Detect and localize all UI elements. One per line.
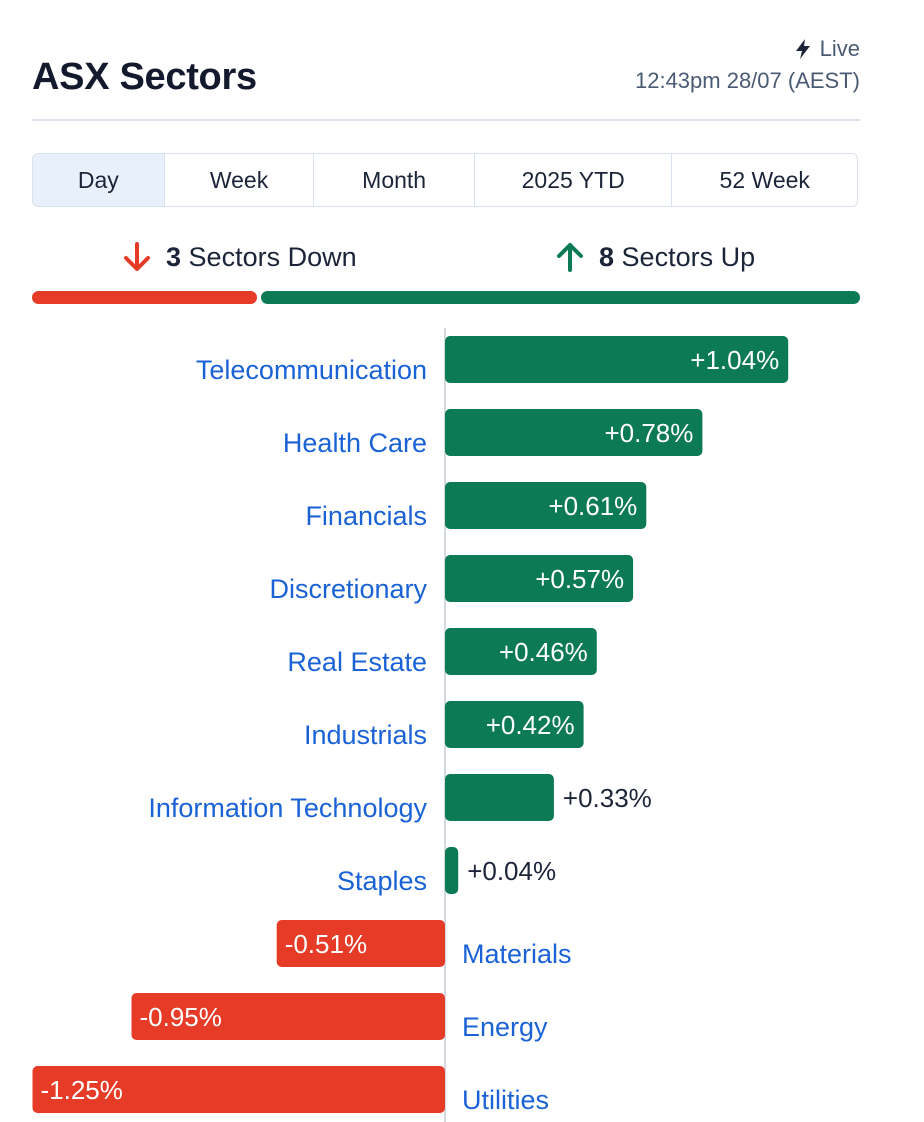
- tab-2025-ytd[interactable]: 2025 YTD: [475, 154, 673, 206]
- label-health-care[interactable]: Health Care: [283, 428, 427, 458]
- value-label-energy: -0.95%: [140, 1002, 222, 1032]
- tab-month[interactable]: Month: [314, 154, 475, 206]
- value-label-utilities: -1.25%: [41, 1075, 123, 1105]
- value-label-discretionary: +0.57%: [535, 564, 624, 594]
- sectors-up-label: Sectors Up: [621, 241, 756, 272]
- value-label-industrials: +0.42%: [486, 710, 575, 740]
- label-real-estate[interactable]: Real Estate: [287, 647, 427, 677]
- sectors-down-summary: 3 Sectors Down: [120, 240, 357, 274]
- label-telecommunication[interactable]: Telecommunication: [196, 355, 427, 385]
- bar-information-technology[interactable]: [445, 774, 554, 821]
- value-label-health-care: +0.78%: [604, 418, 693, 448]
- label-staples[interactable]: Staples: [337, 866, 427, 896]
- bar-telecommunication[interactable]: [445, 336, 789, 383]
- bar-utilities[interactable]: [32, 1066, 446, 1113]
- value-label-information-technology: +0.33%: [563, 783, 652, 813]
- tab-52-week[interactable]: 52 Week: [719, 166, 810, 193]
- header-divider: [32, 119, 860, 121]
- lightning-icon: [795, 39, 810, 59]
- bar-industrials[interactable]: [445, 701, 584, 748]
- tab-week[interactable]: Week: [165, 154, 315, 206]
- page-title: ASX Sectors: [32, 56, 257, 98]
- sector-split-bar: [32, 291, 860, 304]
- value-label-materials: -0.51%: [285, 929, 367, 959]
- sectors-down-count: 3: [166, 241, 182, 272]
- arrow-down-icon: [124, 242, 150, 271]
- bar-financials[interactable]: [445, 482, 647, 529]
- bar-real-estate[interactable]: [445, 628, 597, 675]
- label-materials[interactable]: Materials: [462, 939, 572, 969]
- label-energy[interactable]: Energy: [462, 1012, 548, 1042]
- timestamp: 12:43pm 28/07 (AEST): [634, 68, 860, 93]
- value-label-real-estate: +0.46%: [499, 637, 588, 667]
- value-label-staples: +0.04%: [467, 856, 556, 886]
- bar-health-care[interactable]: [445, 409, 703, 456]
- sectors-down-label: Sectors Down: [188, 241, 357, 272]
- label-industrials[interactable]: Industrials: [304, 720, 427, 750]
- split-bar-down: [32, 291, 257, 304]
- sectors-up-summary: 8 Sectors Up: [553, 240, 755, 274]
- bar-staples[interactable]: [445, 847, 459, 894]
- bar-energy[interactable]: [131, 993, 446, 1040]
- live-label: Live: [819, 36, 860, 61]
- tab-day[interactable]: Day: [33, 154, 165, 206]
- split-bar-up: [260, 291, 860, 304]
- bar-discretionary[interactable]: [445, 555, 634, 602]
- value-label-financials: +0.61%: [548, 491, 637, 521]
- arrow-up-icon: [557, 243, 583, 272]
- label-information-technology[interactable]: Information Technology: [148, 793, 427, 823]
- label-discretionary[interactable]: Discretionary: [269, 574, 427, 604]
- label-financials[interactable]: Financials: [305, 501, 427, 531]
- sectors-up-count: 8: [599, 241, 615, 272]
- label-utilities[interactable]: Utilities: [462, 1085, 549, 1115]
- period-tabs: Day Week Month 2025 YTD 52 Week: [32, 153, 858, 207]
- live-indicator: Live: [794, 36, 860, 62]
- value-label-telecommunication: +1.04%: [690, 345, 779, 375]
- bar-materials[interactable]: [276, 920, 445, 967]
